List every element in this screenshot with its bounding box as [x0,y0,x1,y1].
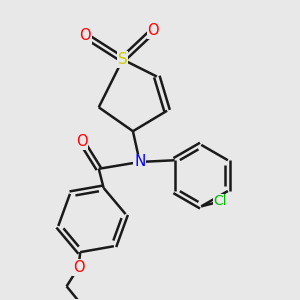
Text: S: S [118,52,128,67]
Text: N: N [134,154,146,169]
Text: Cl: Cl [213,194,227,208]
Text: O: O [76,134,88,149]
Text: O: O [73,260,84,275]
Text: O: O [79,28,91,43]
Text: O: O [148,23,159,38]
